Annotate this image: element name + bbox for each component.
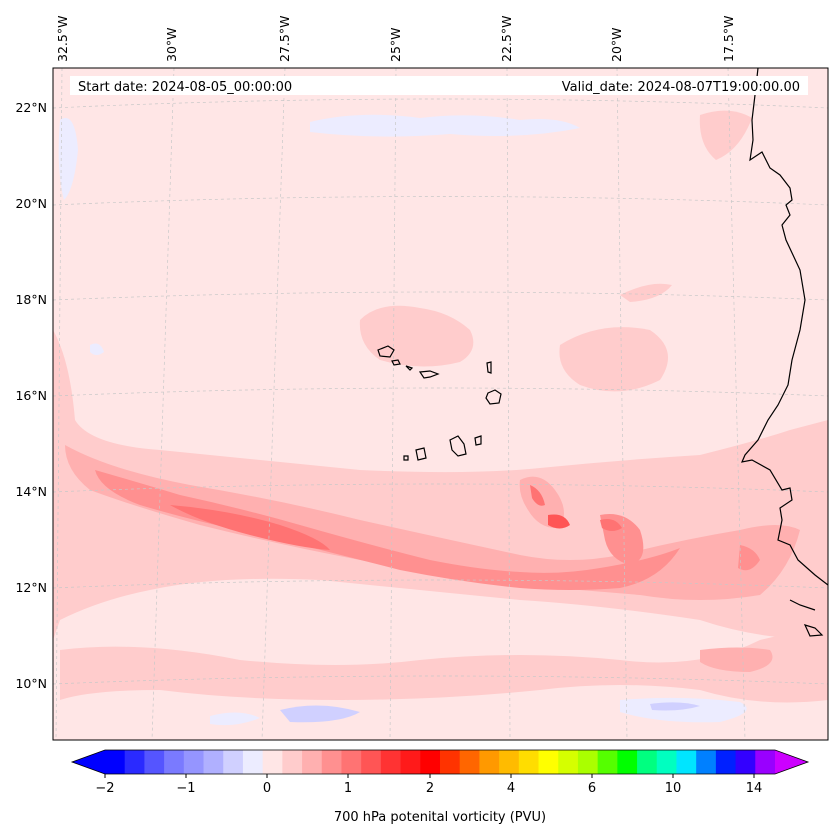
lat-label: 22°N xyxy=(15,100,47,115)
colorbar-segment xyxy=(617,750,638,774)
colorbar-segment xyxy=(400,750,421,774)
cape-verde-islands xyxy=(377,345,502,461)
colorbar-segment xyxy=(577,750,599,774)
lat-label: 14°N xyxy=(15,484,47,499)
colorbar: −2 −1 0 1 2 4 6 10 14 700 hPa potenital vorticit… xyxy=(70,749,810,825)
colorbar-low-arrow xyxy=(72,750,105,774)
start-date-label: Start date: 2024-08-05_00:00:00 xyxy=(78,80,292,95)
lat-label: 18°N xyxy=(15,292,47,307)
colorbar-segment xyxy=(499,750,520,774)
colorbar-segment xyxy=(538,750,559,774)
colorbar-segment xyxy=(242,750,264,774)
colorbar-tick-label: 1 xyxy=(344,781,352,796)
colorbar-tick-label: 0 xyxy=(263,781,271,796)
map-frame xyxy=(52,67,829,741)
colorbar-segment xyxy=(341,750,362,774)
colorbar-segment xyxy=(755,750,776,774)
colorbar-segment xyxy=(361,750,382,774)
colorbar-tick-label: −2 xyxy=(95,781,114,796)
colorbar-tick-label: 2 xyxy=(426,781,434,796)
colorbar-segment xyxy=(144,750,165,774)
colorbar-segment xyxy=(164,750,185,774)
map-background xyxy=(53,68,828,740)
colorbar-segment xyxy=(518,750,540,774)
colorbar-segment xyxy=(262,750,283,774)
pv-contours xyxy=(53,110,828,726)
longitude-labels: 32.5°W 30°W 27.5°W 25°W 22.5°W 20°W 17.5… xyxy=(55,16,736,62)
lon-label: 27.5°W xyxy=(277,16,292,62)
colorbar-segment xyxy=(696,750,717,774)
colorbar-segment xyxy=(676,750,697,774)
lat-label: 16°N xyxy=(15,388,47,403)
colorbar-segment xyxy=(479,750,500,774)
lon-label: 22.5°W xyxy=(499,16,514,62)
colorbar-segment xyxy=(459,750,481,774)
colorbar-tick-label: −1 xyxy=(176,781,195,796)
colorbar-label: 700 hPa potenital vorticity (PVU) xyxy=(334,810,546,825)
colorbar-segment xyxy=(223,750,244,774)
colorbar-segment xyxy=(302,750,323,774)
lat-label: 10°N xyxy=(15,676,47,691)
graticule xyxy=(53,68,828,740)
valid-date-label: Valid_date: 2024-08-07T19:00:00.00 xyxy=(562,80,800,95)
colorbar-segment xyxy=(558,750,579,774)
lat-label: 12°N xyxy=(15,580,47,595)
colorbar-tick-label: 6 xyxy=(588,781,596,796)
lon-label: 32.5°W xyxy=(55,16,70,62)
colorbar-segment xyxy=(380,750,402,774)
lon-label: 17.5°W xyxy=(721,16,736,62)
colorbar-segment xyxy=(440,750,461,774)
colorbar-segment xyxy=(715,750,737,774)
colorbar-segment xyxy=(637,750,658,774)
colorbar-segment xyxy=(183,750,205,774)
coastline-africa xyxy=(740,68,828,637)
colorbar-segment xyxy=(124,750,146,774)
colorbar-high-arrow xyxy=(775,750,808,774)
header-box xyxy=(70,76,808,95)
colorbar-segment xyxy=(597,750,618,774)
colorbar-tick-label: 14 xyxy=(746,781,763,796)
lat-label: 20°N xyxy=(15,196,47,211)
colorbar-tick-label: 10 xyxy=(665,781,682,796)
lon-label: 30°W xyxy=(164,27,179,62)
colorbar-segment xyxy=(656,750,678,774)
colorbar-segment xyxy=(282,750,303,774)
colorbar-segment xyxy=(105,750,126,774)
colorbar-segment xyxy=(420,750,441,774)
colorbar-segment xyxy=(735,750,756,774)
colorbar-segment xyxy=(321,750,343,774)
colorbar-segment xyxy=(203,750,224,774)
colorbar-tick-label: 4 xyxy=(507,781,515,796)
latitude-labels: 22°N 20°N 18°N 16°N 14°N 12°N 10°N xyxy=(15,100,47,691)
lon-label: 25°W xyxy=(388,27,403,62)
lon-label: 20°W xyxy=(609,27,624,62)
